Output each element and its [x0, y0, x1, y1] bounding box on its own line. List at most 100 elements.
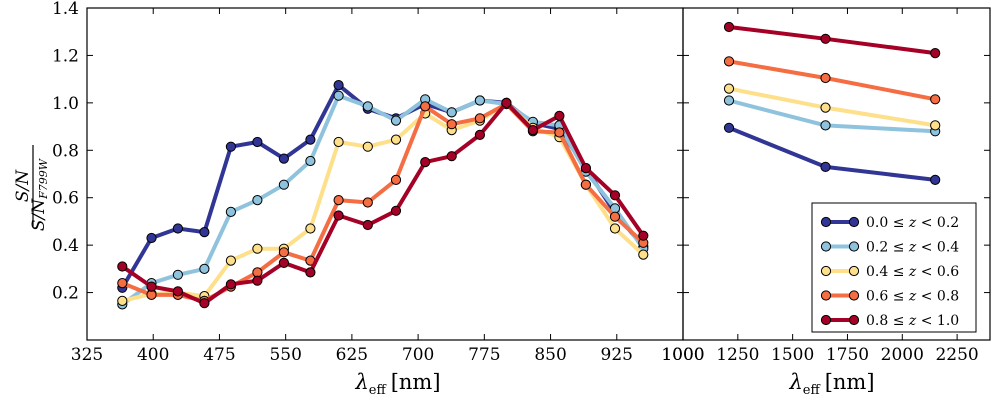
data-point [820, 33, 831, 44]
x-label-unit: [nm] [391, 370, 441, 394]
y-tick-label: 0.8 [52, 141, 79, 161]
x-tick-label: 325 [71, 345, 103, 365]
y-tick-label: 1.4 [52, 0, 79, 19]
x-tick-label: 1000 [661, 345, 704, 365]
y-label-den-sub: F799W [37, 157, 50, 200]
data-point [225, 279, 236, 290]
data-point [252, 195, 263, 206]
data-point [580, 179, 592, 190]
data-point [820, 72, 831, 84]
legend-swatch-marker [848, 216, 860, 228]
legend-swatch-marker [820, 216, 832, 228]
legend-frame [811, 202, 977, 333]
legend-entry: 0.2 ≤ z < 0.4 [820, 240, 959, 256]
data-point [820, 161, 831, 172]
data-point [930, 94, 941, 105]
data-point [172, 223, 183, 234]
data-point [305, 134, 316, 145]
legend-swatch-marker [820, 265, 832, 277]
data-point [930, 174, 941, 185]
data-point [225, 141, 236, 152]
data-point [305, 155, 316, 167]
x-tick-label: 700 [402, 345, 434, 365]
data-point [333, 136, 344, 148]
data-point [390, 134, 402, 145]
data-point [723, 95, 735, 106]
x-tick-label: 625 [336, 345, 368, 365]
data-point [723, 56, 735, 67]
x-label-symbol: λ [354, 370, 368, 394]
data-point [554, 110, 565, 122]
data-point [930, 120, 941, 131]
data-point [305, 223, 316, 234]
y-axis-label: S/N S/NF799W [13, 145, 50, 231]
y-tick-label: 0.2 [52, 284, 79, 304]
data-point [117, 261, 128, 272]
y-label-den-main: S/N [29, 198, 49, 231]
data-point [362, 197, 373, 208]
legend-swatch-marker [820, 241, 832, 252]
data-point [252, 136, 263, 148]
data-point [390, 205, 402, 216]
x-tick-label: 775 [468, 345, 500, 365]
x-tick-label: 2000 [881, 345, 924, 365]
y-tick-label: 0.6 [52, 189, 79, 209]
data-point [474, 113, 485, 124]
series-1 [723, 95, 941, 137]
x-axis-label-right: λeff [nm] [788, 370, 874, 398]
data-point [333, 210, 344, 221]
infrared-panel: 1000 1250 1500 1750 2000 2250 [661, 7, 991, 365]
data-point [117, 295, 128, 306]
data-point [390, 115, 402, 126]
data-point [225, 206, 236, 217]
legend: 0.0 ≤ z < 0.2 0.2 ≤ z < 0.4 0.4 ≤ z < 0.6 0… [811, 202, 977, 333]
legend-label: 0.6 ≤ z < 0.8 [866, 289, 959, 305]
y-tick-label: 0.4 [52, 236, 79, 256]
legend-label: 0.8 ≤ z < 1.0 [866, 313, 959, 329]
series-2 [117, 98, 649, 306]
x-tick-label: 1000 [661, 345, 704, 365]
data-point [446, 107, 457, 118]
data-point [252, 243, 263, 254]
x-label-sub: eff [369, 383, 388, 398]
legend-swatch-marker [820, 290, 832, 301]
data-point [333, 195, 344, 206]
series-line [727, 25, 938, 56]
data-point [199, 227, 210, 238]
series-1 [117, 90, 649, 310]
data-point [278, 247, 289, 258]
data-point [199, 263, 210, 274]
series-3 [723, 56, 941, 105]
data-point [930, 48, 941, 59]
data-point [146, 281, 157, 292]
x-label-unit: [nm] [825, 370, 875, 394]
series-3 [117, 98, 649, 306]
x-label-sub: eff [803, 383, 822, 398]
data-point [278, 179, 289, 190]
data-point [723, 83, 735, 94]
x-label-symbol: λ [788, 370, 802, 394]
data-point [362, 141, 373, 152]
legend-label: 0.2 ≤ z < 0.4 [866, 240, 959, 256]
data-point [199, 298, 210, 309]
data-point [172, 286, 183, 297]
data-point [609, 211, 621, 222]
series-4 [117, 97, 649, 309]
data-point [474, 129, 485, 140]
legend-entry: 0.8 ≤ z < 1.0 [820, 313, 959, 329]
legend-swatch-marker [848, 314, 860, 326]
data-point [305, 267, 316, 278]
x-tick-label: 475 [203, 345, 235, 365]
data-point [446, 151, 457, 162]
optical-panel: 0.2 0.4 0.6 0.8 1.0 1.2 1.4 325 400 475 550 625 700 7… [52, 0, 705, 365]
legend-entry: 0.6 ≤ z < 0.8 [820, 289, 959, 305]
legend-entry: 0.0 ≤ z < 0.2 [820, 215, 959, 231]
data-point [172, 269, 183, 280]
x-tick-label: 550 [269, 345, 301, 365]
x-tick-label: 400 [137, 345, 169, 365]
data-point [609, 190, 621, 201]
x-tick-label: 1750 [826, 345, 869, 365]
y-tick-label: 1.0 [52, 94, 79, 114]
data-point [723, 122, 735, 133]
